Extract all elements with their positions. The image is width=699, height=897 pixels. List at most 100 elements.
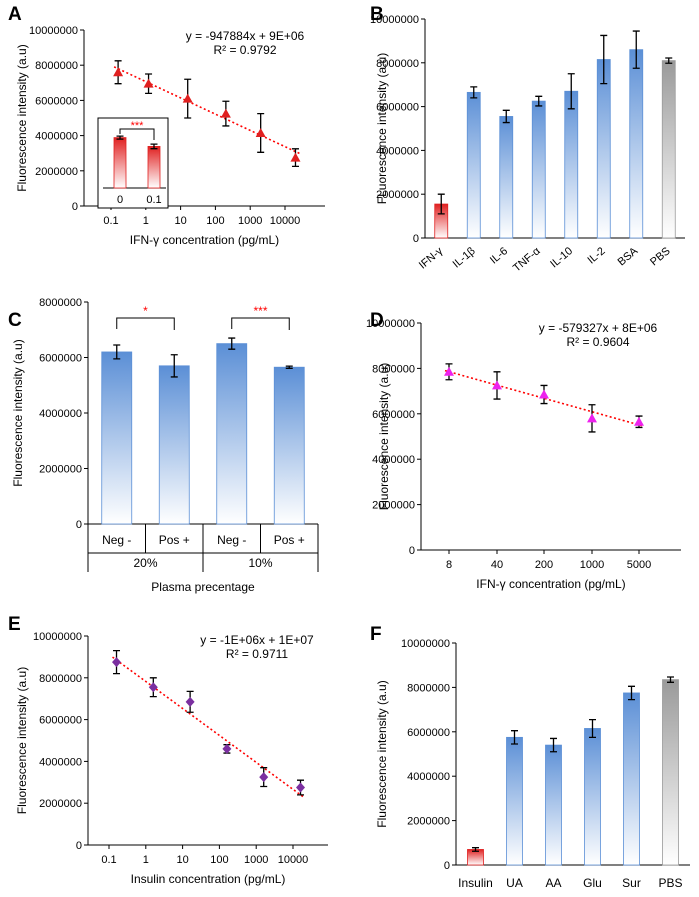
y-tick-label: 4000000 xyxy=(39,408,82,420)
y-tick-label: 0 xyxy=(413,233,419,245)
y-tick-label: 6000000 xyxy=(407,727,450,739)
x-tick-label: 8 xyxy=(446,559,452,571)
inset-x-label: 0 xyxy=(117,194,123,206)
x-tick-label: PBS xyxy=(648,245,673,268)
error-bar xyxy=(667,676,674,683)
panel-label: B xyxy=(370,4,384,25)
y-tick-label: 2000000 xyxy=(407,816,450,828)
error-bar xyxy=(470,86,478,99)
x-tick-label: BSA xyxy=(616,245,641,269)
error-bar xyxy=(285,365,293,369)
error-bar xyxy=(632,30,640,69)
bar xyxy=(661,60,676,239)
y-axis-title: Fluorescence intensity (a.u) xyxy=(377,363,391,510)
x-tick-label: 1 xyxy=(143,215,149,227)
x-tick-label: 1000 xyxy=(580,559,604,571)
x-tick-label: Pos + xyxy=(274,533,305,547)
bar xyxy=(466,91,481,239)
bar xyxy=(545,744,562,866)
y-tick-label: 8000000 xyxy=(372,363,415,375)
bar xyxy=(623,692,640,866)
regression-equation: y = -947884x + 9E+06 xyxy=(186,29,305,43)
data-point xyxy=(587,413,597,423)
x-axis-title: IFN-γ concentration (pg/mL) xyxy=(130,233,279,247)
bar xyxy=(564,90,579,239)
x-tick-label: 1 xyxy=(143,854,149,866)
y-axis-title: Fluorescence intensity (a.u) xyxy=(11,339,25,486)
regression-equation: y = -1E+06x + 1E+07 xyxy=(200,633,314,647)
regression-equation: y = -579327x + 8E+06 xyxy=(539,321,658,335)
y-tick-label: 6000000 xyxy=(376,102,419,114)
inset-bar xyxy=(147,146,161,189)
x-tick-label: 0.1 xyxy=(103,215,118,227)
data-point xyxy=(112,657,122,668)
panel-label: E xyxy=(8,614,21,635)
x-tick-label: IL-1β xyxy=(451,245,478,270)
x-tick-label: Neg - xyxy=(217,533,246,547)
panel-label: C xyxy=(8,310,22,331)
y-tick-label: 8000000 xyxy=(39,673,82,685)
error-bar xyxy=(502,109,510,124)
data-point xyxy=(296,782,306,793)
bar xyxy=(506,736,523,866)
y-tick-label: 8000000 xyxy=(35,60,78,72)
x-tick-label: 10 xyxy=(176,854,188,866)
x-axis-title: IFN-γ concentration (pg/mL) xyxy=(476,577,625,591)
x-tick-label: IFN-γ xyxy=(417,245,446,272)
y-axis-title: Fluorescence intensity (a.u) xyxy=(375,680,389,827)
y-axis-title: FLuorescence intensity (a.u) xyxy=(375,53,389,204)
x-tick-label: 1000 xyxy=(244,854,268,866)
error-bar xyxy=(628,685,635,701)
data-point xyxy=(185,696,195,707)
panel-label: F xyxy=(370,624,382,645)
error-bar xyxy=(589,718,596,738)
x-tick-label: 200 xyxy=(535,559,553,571)
x-tick-label: 10 xyxy=(174,215,186,227)
y-tick-label: 8000000 xyxy=(376,58,419,70)
data-point xyxy=(444,366,454,376)
data-point xyxy=(143,78,154,88)
x-tick-label: IL-6 xyxy=(488,245,510,266)
bar xyxy=(101,351,133,525)
error-bar xyxy=(550,737,557,753)
y-tick-label: 8000000 xyxy=(39,297,82,309)
x-tick-label: UA xyxy=(506,876,523,890)
y-tick-label: 4000000 xyxy=(372,454,415,466)
x-tick-label: Neg - xyxy=(102,533,131,547)
bar xyxy=(216,343,248,525)
x-tick-label: 5000 xyxy=(627,559,651,571)
data-point xyxy=(182,93,193,103)
x-tick-label: AA xyxy=(545,876,561,890)
x-tick-label: PBS xyxy=(658,876,682,890)
bar xyxy=(273,366,305,525)
data-point xyxy=(220,108,231,118)
x-tick-label: 100 xyxy=(206,215,224,227)
error-bar xyxy=(600,34,608,85)
y-tick-label: 4000000 xyxy=(35,131,78,143)
data-point xyxy=(539,389,549,399)
error-bar xyxy=(535,95,543,107)
y-tick-label: 10000000 xyxy=(401,638,450,650)
trendline xyxy=(112,656,305,799)
y-tick-label: 2000000 xyxy=(39,464,82,476)
y-tick-label: 0 xyxy=(76,519,82,531)
data-point xyxy=(222,743,232,754)
data-point xyxy=(255,127,266,137)
r-squared: R² = 0.9711 xyxy=(226,647,288,661)
x-axis-title: Plasma precentage xyxy=(151,580,255,594)
error-bar xyxy=(437,193,445,215)
error-bar xyxy=(665,57,673,64)
group-label: 20% xyxy=(133,556,157,570)
panel-label: D xyxy=(370,310,384,331)
y-tick-label: 6000000 xyxy=(39,353,82,365)
y-tick-label: 10000000 xyxy=(366,318,415,330)
inset-significance-bracket xyxy=(119,128,155,140)
x-tick-label: 100 xyxy=(210,854,228,866)
y-tick-label: 0 xyxy=(444,860,450,872)
x-tick-label: 10000 xyxy=(278,854,309,866)
y-tick-label: 10000000 xyxy=(29,25,78,37)
error-bar xyxy=(511,730,518,745)
x-tick-label: 1000 xyxy=(238,215,262,227)
x-tick-label: IL-10 xyxy=(548,245,575,270)
bar xyxy=(531,100,546,239)
